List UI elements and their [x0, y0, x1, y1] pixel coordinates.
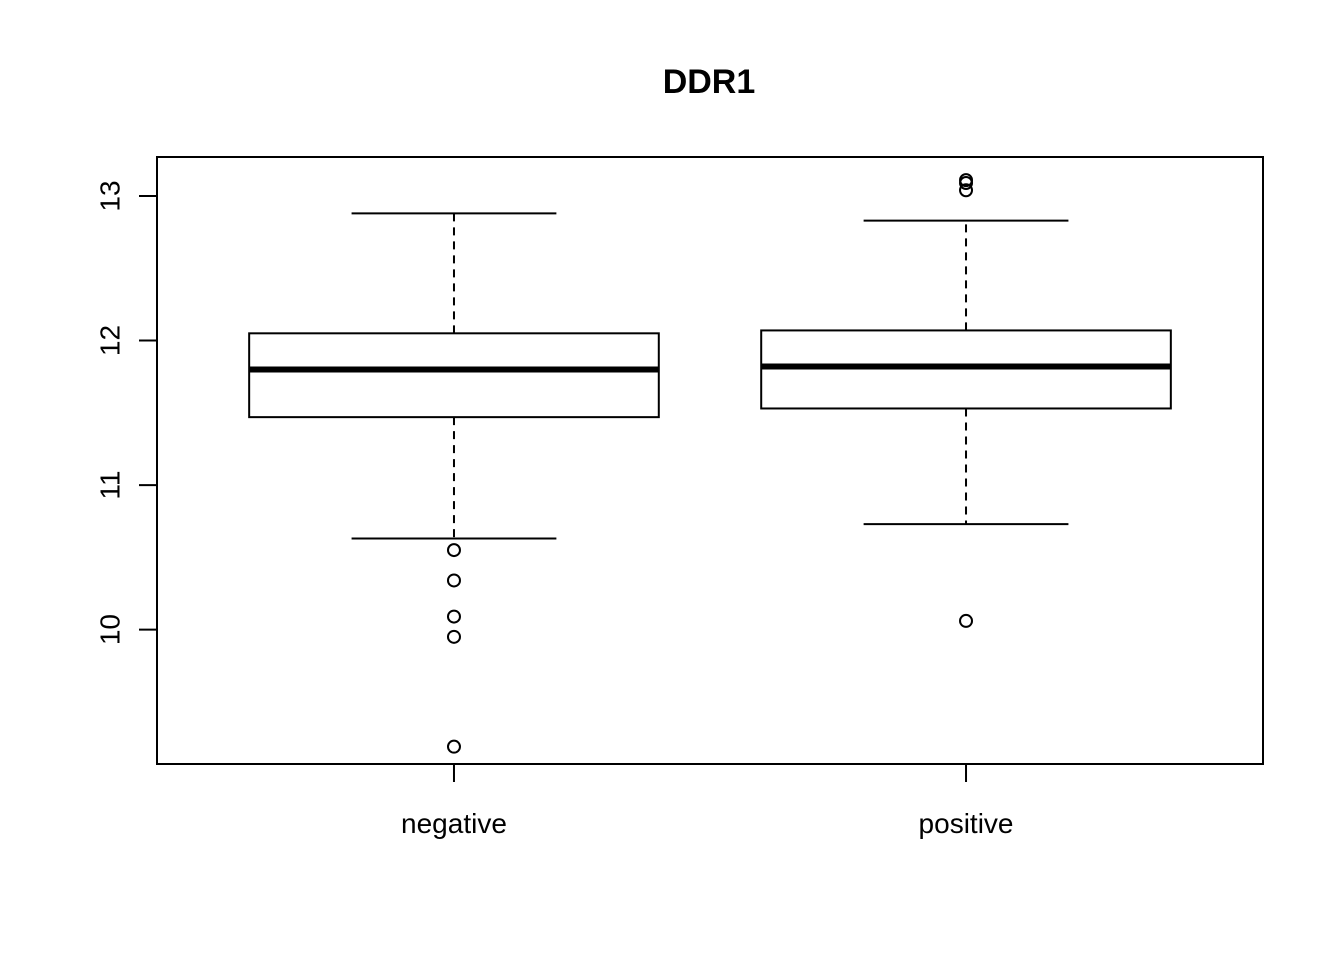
- x-tick-label-positive: positive: [919, 808, 1014, 839]
- x-axis: negative positive: [401, 764, 1013, 839]
- outlier-point: [446, 629, 461, 644]
- outlier-point: [959, 613, 974, 628]
- box-group-positive: [760, 173, 1172, 628]
- y-axis: 10 11 12 13: [94, 180, 158, 645]
- y-tick-label: 12: [94, 325, 125, 356]
- plot-frame: [156, 156, 1264, 765]
- outlier-point: [959, 183, 974, 198]
- y-tick-label: 11: [94, 471, 125, 500]
- boxes-layer: [248, 173, 1172, 754]
- y-tick-label: 10: [94, 614, 125, 645]
- outlier-point: [446, 543, 461, 558]
- outlier-point: [446, 609, 461, 624]
- x-tick-label-negative: negative: [401, 808, 507, 839]
- chart-title: DDR1: [663, 63, 756, 101]
- iqr-box: [248, 332, 660, 419]
- outlier-point: [446, 573, 461, 588]
- outlier-point: [446, 739, 461, 754]
- outlier-point: [959, 176, 974, 191]
- box-group-negative: [248, 212, 660, 754]
- y-tick-label: 13: [94, 180, 125, 211]
